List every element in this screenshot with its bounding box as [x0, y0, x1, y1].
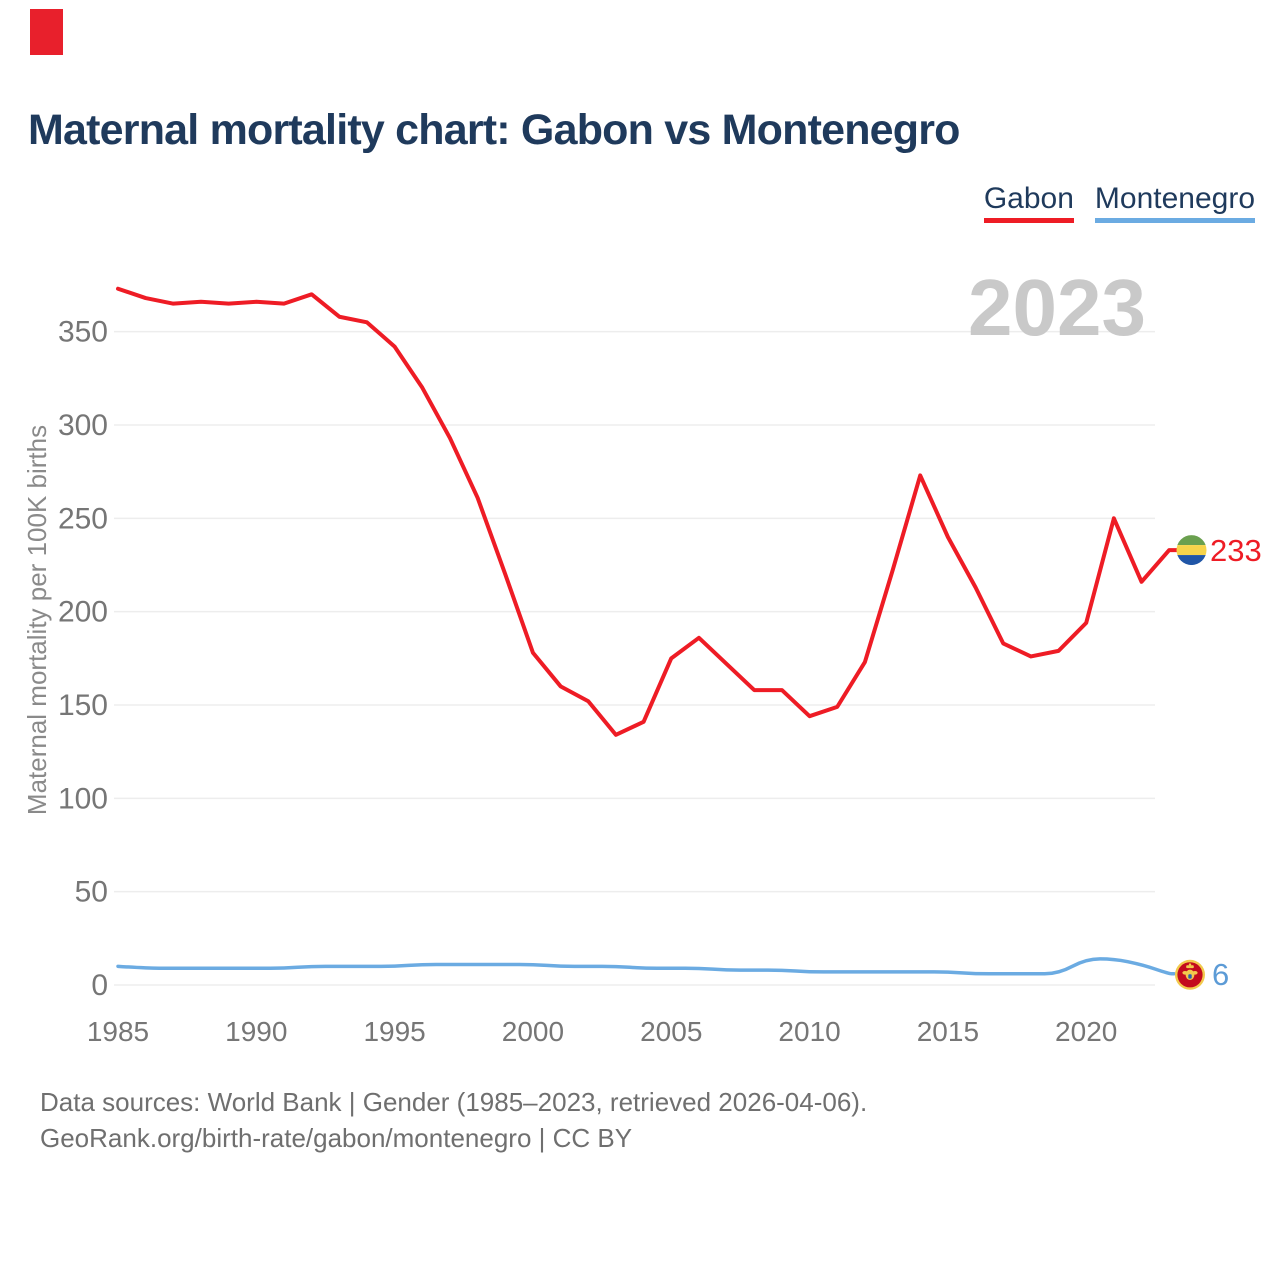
y-tick-label: 150 [58, 689, 108, 722]
x-tick-label: 1995 [363, 1016, 425, 1047]
montenegro-line[interactable] [116, 957, 1176, 976]
y-tick-label: 350 [58, 316, 108, 349]
x-tick-label: 1985 [87, 1016, 149, 1047]
chart-legend: Gabon Montenegro [983, 184, 1255, 223]
y-tick-label: 0 [91, 969, 108, 1002]
y-tick-label: 200 [58, 596, 108, 629]
x-tick-label: 1990 [225, 1016, 287, 1047]
footer-sources-line: Data sources: World Bank | Gender (1985–… [40, 1087, 868, 1117]
montenegro-flag-icon [1175, 959, 1205, 990]
x-tick-label: 2015 [917, 1016, 979, 1047]
page-title: Maternal mortality chart: Gabon vs Monte… [28, 106, 960, 154]
x-tick-label: 2010 [778, 1016, 840, 1047]
gabon-flag-icon [1176, 535, 1207, 566]
red-marker [30, 9, 63, 55]
y-tick-label: 300 [58, 409, 108, 442]
y-tick-label: 50 [75, 876, 108, 909]
x-tick-label: 2020 [1055, 1016, 1117, 1047]
x-tick-label: 2005 [640, 1016, 702, 1047]
y-tick-label: 100 [58, 782, 108, 815]
footer-license-line: GeoRank.org/birth-rate/gabon/montenegro … [40, 1123, 633, 1153]
x-tick-label: 2000 [502, 1016, 564, 1047]
legend-item-montenegro[interactable]: Montenegro [1094, 184, 1255, 223]
chart-footer: Data sources: World Bank | Gender (1985–… [40, 1084, 867, 1156]
gabon-line[interactable] [116, 286, 1179, 737]
montenegro-end-value: 6 [1212, 957, 1229, 992]
gabon-end-value: 233 [1210, 533, 1262, 568]
legend-item-gabon[interactable]: Gabon [983, 184, 1074, 223]
y-axis-title: Maternal mortality per 100K births [22, 425, 52, 815]
y-tick-label: 250 [58, 502, 108, 535]
